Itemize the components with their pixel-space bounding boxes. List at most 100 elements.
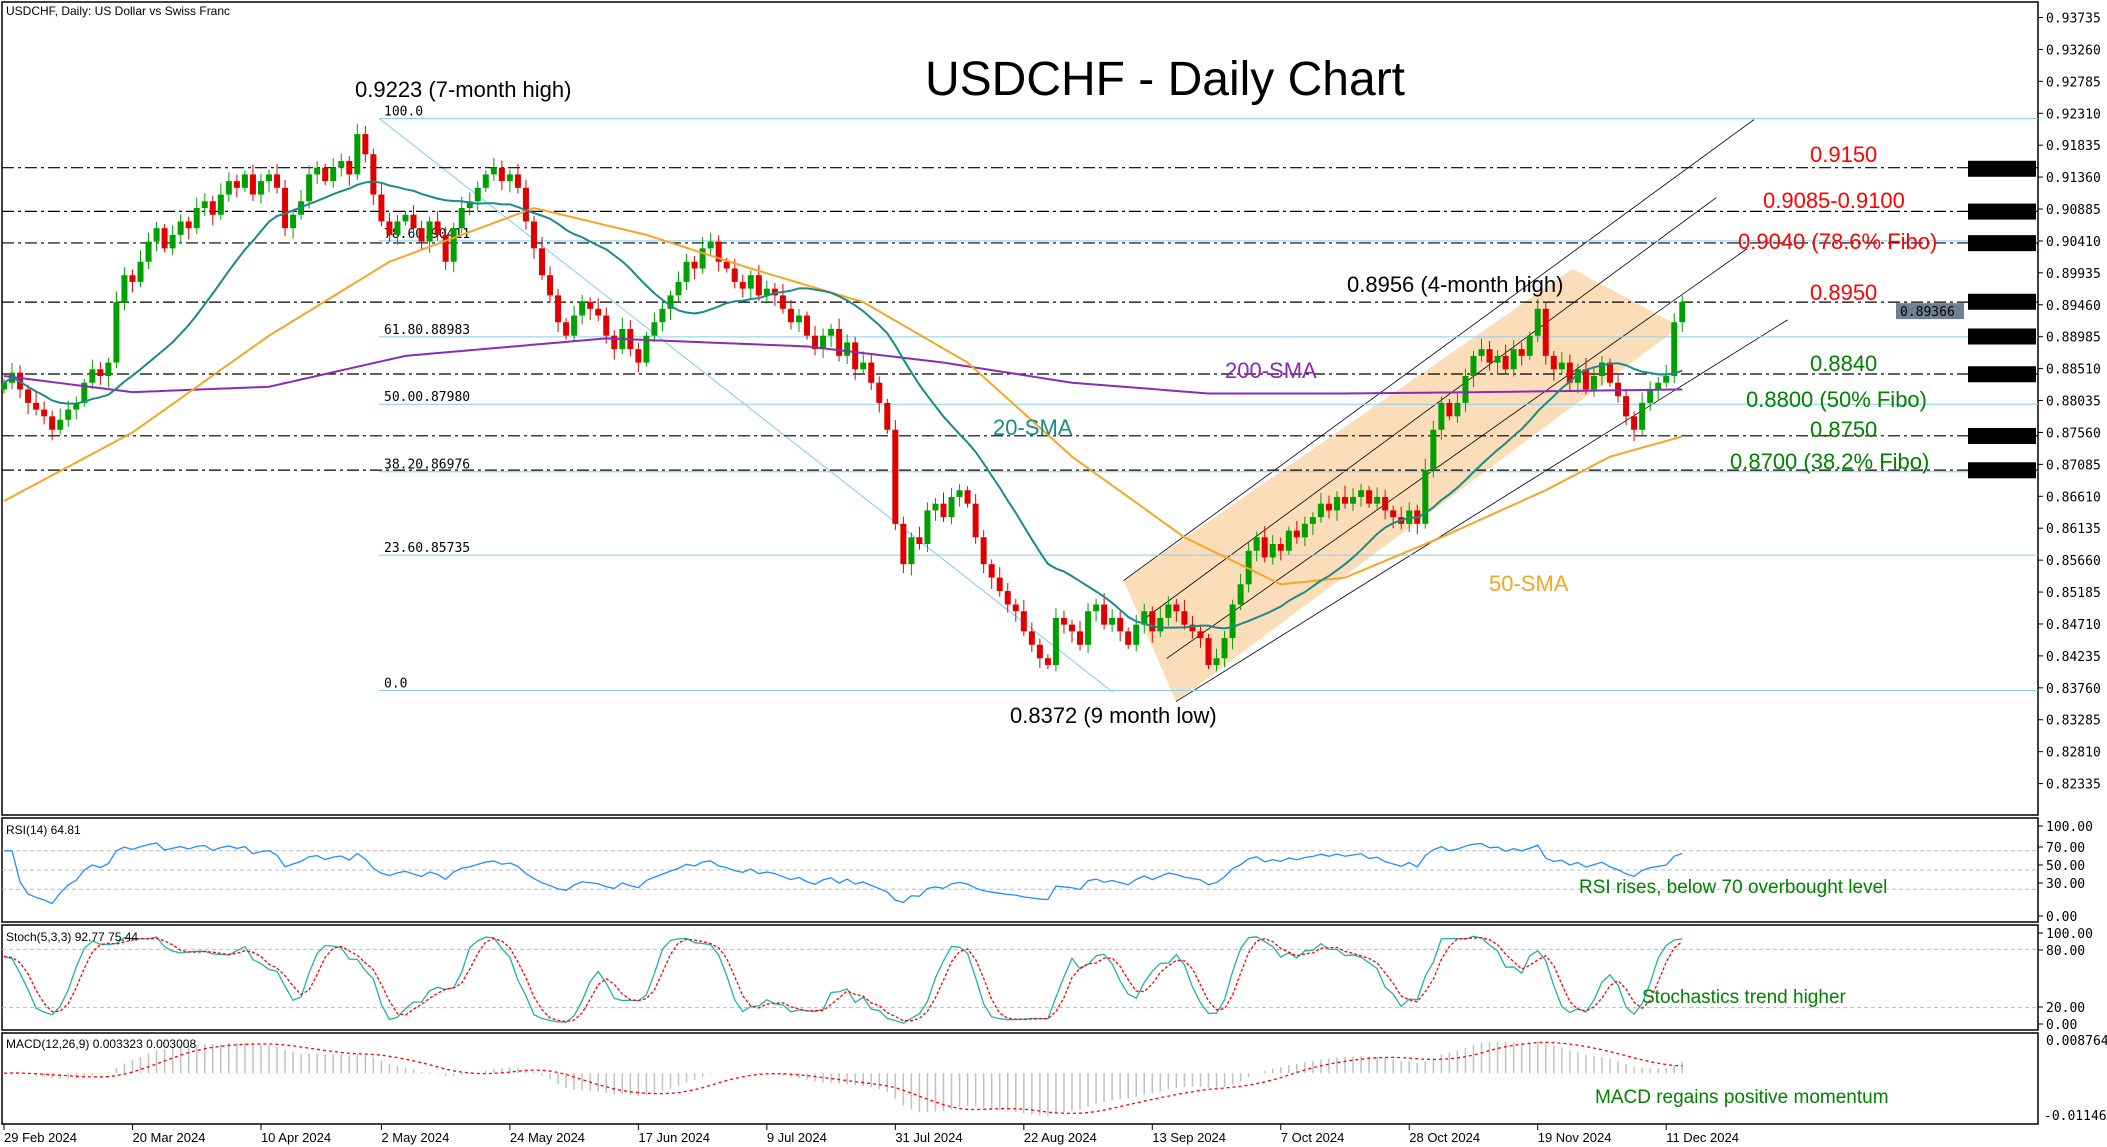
- level-price-marker: [1968, 366, 2036, 383]
- bear-candle-body: [988, 564, 995, 578]
- candle: [812, 326, 819, 356]
- bull-candle-body: [763, 288, 770, 296]
- candle: [868, 353, 875, 390]
- date-axis-label: 11 Dec 2024: [1666, 1130, 1739, 1145]
- bear-candle-body: [804, 315, 810, 336]
- bear-candle-body: [1044, 658, 1051, 665]
- bear-candle-body: [1020, 611, 1027, 632]
- bull-candle-body: [956, 490, 963, 497]
- level-price-label: 0.90847: [1972, 206, 2027, 221]
- candle: [1060, 610, 1067, 634]
- level-price-marker: [1968, 203, 2036, 220]
- bull-candle-body: [314, 167, 321, 175]
- level-price-marker: [1968, 427, 2036, 444]
- price-axis-label: 0.90885: [2046, 203, 2101, 218]
- candle: [498, 160, 505, 191]
- bull-candle-body: [169, 234, 176, 249]
- bear-candle-body: [1068, 624, 1075, 632]
- level-price-label: 0.90377: [1972, 237, 2027, 252]
- candle: [1285, 526, 1292, 555]
- bear-candle-body: [603, 315, 610, 336]
- date-axis-label: 31 Jul 2024: [895, 1130, 962, 1145]
- bull-candle-body: [1510, 349, 1517, 370]
- bear-candle-body: [1205, 638, 1212, 665]
- bear-candle-body: [940, 503, 947, 518]
- candle: [836, 318, 843, 362]
- price-axis-label: 0.83760: [2046, 682, 2101, 697]
- bear-candle-body: [1566, 362, 1573, 383]
- bear-candle-body: [249, 174, 256, 195]
- candle: [1655, 377, 1662, 400]
- bear-candle-body: [410, 214, 417, 229]
- candle: [161, 224, 168, 253]
- bear-candle-body: [33, 402, 40, 410]
- bull-candle-body: [1052, 617, 1059, 665]
- bull-candle-body: [402, 214, 409, 222]
- candle: [884, 398, 891, 434]
- candle: [956, 483, 963, 507]
- candle: [1374, 487, 1381, 511]
- price-axis-label: 0.84235: [2046, 650, 2101, 665]
- macd-axis-min: -0.011466: [2044, 1109, 2107, 1124]
- bull-candle-body: [1237, 584, 1244, 605]
- candle: [643, 331, 650, 367]
- bull-candle-body: [105, 362, 112, 377]
- candle: [1406, 502, 1413, 532]
- bear-candle-body: [996, 577, 1003, 592]
- sma20-line: [3, 180, 1683, 630]
- bear-candle-body: [787, 308, 794, 323]
- fibo-level-label: 23.60.85735: [384, 541, 470, 556]
- bear-candle-body: [739, 281, 746, 289]
- bear-candle-body: [868, 362, 875, 383]
- bear-candle-body: [715, 241, 722, 262]
- candle: [1309, 512, 1316, 536]
- date-axis-label: 20 Mar 2024: [132, 1130, 205, 1145]
- bull-candle-body: [1478, 349, 1485, 356]
- candle: [1671, 313, 1678, 384]
- candle: [996, 567, 1003, 597]
- date-axis-label: 17 Jun 2024: [638, 1130, 710, 1145]
- bull-candle-body: [65, 409, 72, 420]
- bull-candle-body: [1229, 604, 1236, 639]
- candle: [41, 401, 48, 425]
- macd-panel: [1, 1032, 2039, 1125]
- date-axis-label: 24 May 2024: [510, 1130, 585, 1145]
- candle: [739, 274, 746, 298]
- candle: [555, 288, 562, 332]
- bull-candle-body: [699, 248, 706, 269]
- bull-candle-body: [1438, 402, 1445, 430]
- bull-candle-body: [57, 419, 64, 430]
- bull-candle-body: [153, 228, 160, 242]
- candle: [571, 305, 578, 343]
- candle: [1093, 598, 1100, 622]
- candle: [1229, 599, 1236, 650]
- candle: [595, 298, 602, 322]
- candle: [169, 225, 176, 255]
- bull-candle-body: [844, 342, 851, 356]
- current-price-label: 0.89366: [1900, 305, 1955, 320]
- candle: [1526, 331, 1533, 360]
- bear-candle-body: [980, 537, 987, 565]
- candle: [1253, 531, 1260, 562]
- bear-candle-body: [1060, 617, 1067, 625]
- resistance-label-4: 0.8950: [1810, 280, 1877, 305]
- candle: [129, 269, 136, 293]
- date-axis-label: 29 Feb 2024: [4, 1130, 77, 1145]
- candle: [394, 215, 401, 245]
- bear-candle-body: [129, 275, 136, 282]
- candle: [1012, 598, 1019, 622]
- price-axis-label: 0.88985: [2046, 331, 2101, 346]
- candle: [1036, 638, 1043, 668]
- price-axis-label: 0.87560: [2046, 426, 2101, 441]
- bear-candle-body: [233, 181, 240, 188]
- candle: [795, 309, 802, 332]
- bear-candle-body: [1325, 503, 1332, 511]
- candle: [121, 267, 128, 311]
- candle: [1277, 537, 1284, 561]
- bear-candle-body: [555, 295, 562, 323]
- candle: [1574, 363, 1581, 394]
- bull-candle-body: [89, 369, 96, 383]
- candle: [530, 215, 537, 259]
- bull-candle-body: [1663, 376, 1670, 383]
- candle: [1623, 388, 1630, 426]
